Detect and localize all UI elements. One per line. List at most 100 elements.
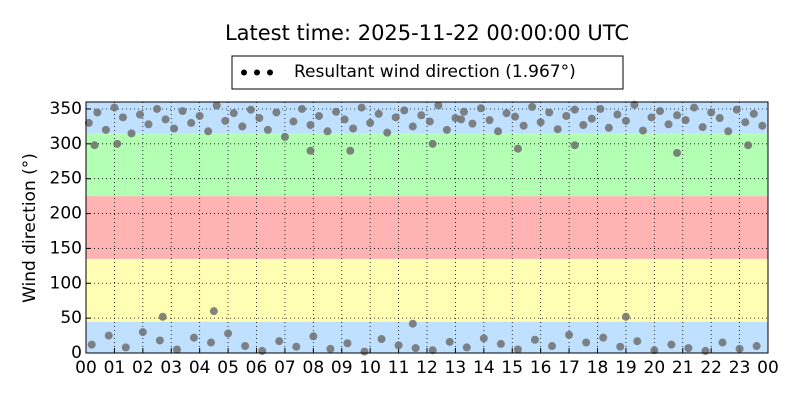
point	[189, 333, 198, 342]
point	[476, 104, 485, 113]
x-tick-label: 21	[672, 358, 694, 378]
point	[735, 344, 744, 353]
point	[383, 128, 392, 137]
x-tick-label: 08	[303, 358, 325, 378]
point	[155, 336, 164, 345]
point	[707, 108, 716, 117]
point	[479, 334, 488, 343]
x-tick-label: 18	[587, 358, 609, 378]
point	[457, 115, 466, 124]
point	[616, 342, 625, 351]
point	[570, 105, 579, 114]
y-tick-label: 50	[60, 308, 82, 328]
point	[246, 105, 255, 114]
point	[224, 329, 233, 338]
legend-marker	[241, 69, 247, 76]
point	[323, 127, 332, 136]
point	[346, 146, 355, 155]
point	[158, 312, 167, 321]
point	[135, 110, 144, 119]
point	[315, 111, 324, 120]
point	[630, 100, 639, 109]
point	[343, 339, 352, 348]
y-tick-label: 350	[50, 99, 82, 119]
point	[604, 123, 613, 132]
point	[101, 125, 110, 134]
x-tick-label: 00	[757, 358, 779, 378]
point	[121, 343, 130, 352]
point	[349, 124, 358, 133]
point	[391, 113, 400, 122]
point	[758, 121, 767, 130]
point	[118, 113, 127, 122]
point	[445, 337, 454, 346]
point	[741, 118, 750, 127]
x-tick-label: 10	[359, 358, 381, 378]
point	[732, 105, 741, 114]
x-tick-label: 06	[246, 358, 268, 378]
point	[263, 125, 272, 134]
point	[275, 337, 284, 346]
point	[621, 116, 630, 125]
point	[84, 118, 93, 127]
point	[656, 107, 665, 116]
point	[195, 111, 204, 120]
point	[332, 107, 341, 116]
x-tick-label: 03	[160, 358, 182, 378]
x-tick-label: 05	[217, 358, 239, 378]
point	[684, 344, 693, 353]
y-axis-label: Wind direction (°)	[20, 153, 40, 303]
point	[408, 122, 417, 131]
point	[144, 120, 153, 129]
point	[178, 107, 187, 116]
point	[502, 109, 511, 118]
point	[87, 340, 96, 349]
point	[104, 331, 113, 340]
point	[536, 118, 545, 127]
y-tick-label: 200	[50, 204, 82, 224]
point	[545, 108, 554, 117]
point	[280, 132, 289, 141]
point	[366, 118, 375, 127]
point	[138, 328, 147, 337]
point	[468, 119, 477, 128]
point	[519, 121, 528, 130]
point	[638, 126, 647, 135]
point	[528, 102, 537, 111]
x-tick-label: 15	[501, 358, 523, 378]
point	[667, 340, 676, 349]
point	[744, 141, 753, 150]
point	[690, 103, 699, 112]
point	[417, 111, 426, 120]
point	[749, 109, 758, 118]
point	[701, 346, 710, 355]
x-tick-label: 14	[473, 358, 495, 378]
legend-label: Resultant wind direction (1.967°)	[294, 62, 576, 82]
point	[459, 107, 468, 116]
point	[394, 341, 403, 350]
point	[462, 343, 471, 352]
point	[292, 342, 301, 351]
x-tick-label: 19	[615, 358, 637, 378]
x-tick-label: 11	[388, 358, 410, 378]
point	[428, 346, 437, 355]
x-tick-label: 17	[558, 358, 580, 378]
y-tick-label: 0	[71, 343, 82, 363]
point	[513, 144, 522, 153]
point	[613, 110, 622, 119]
point	[411, 344, 420, 353]
chart-title: Latest time: 2025-11-22 00:00:00 UTC	[225, 21, 629, 45]
point	[647, 113, 656, 122]
point	[681, 116, 690, 125]
point	[306, 146, 315, 155]
x-tick-label: 22	[700, 358, 722, 378]
point	[153, 104, 162, 113]
point	[718, 338, 727, 347]
point	[255, 114, 264, 123]
point	[579, 121, 588, 130]
legend-box	[231, 55, 624, 90]
point	[599, 333, 608, 342]
x-tick-label: 01	[104, 358, 126, 378]
x-tick-label: 23	[729, 358, 751, 378]
